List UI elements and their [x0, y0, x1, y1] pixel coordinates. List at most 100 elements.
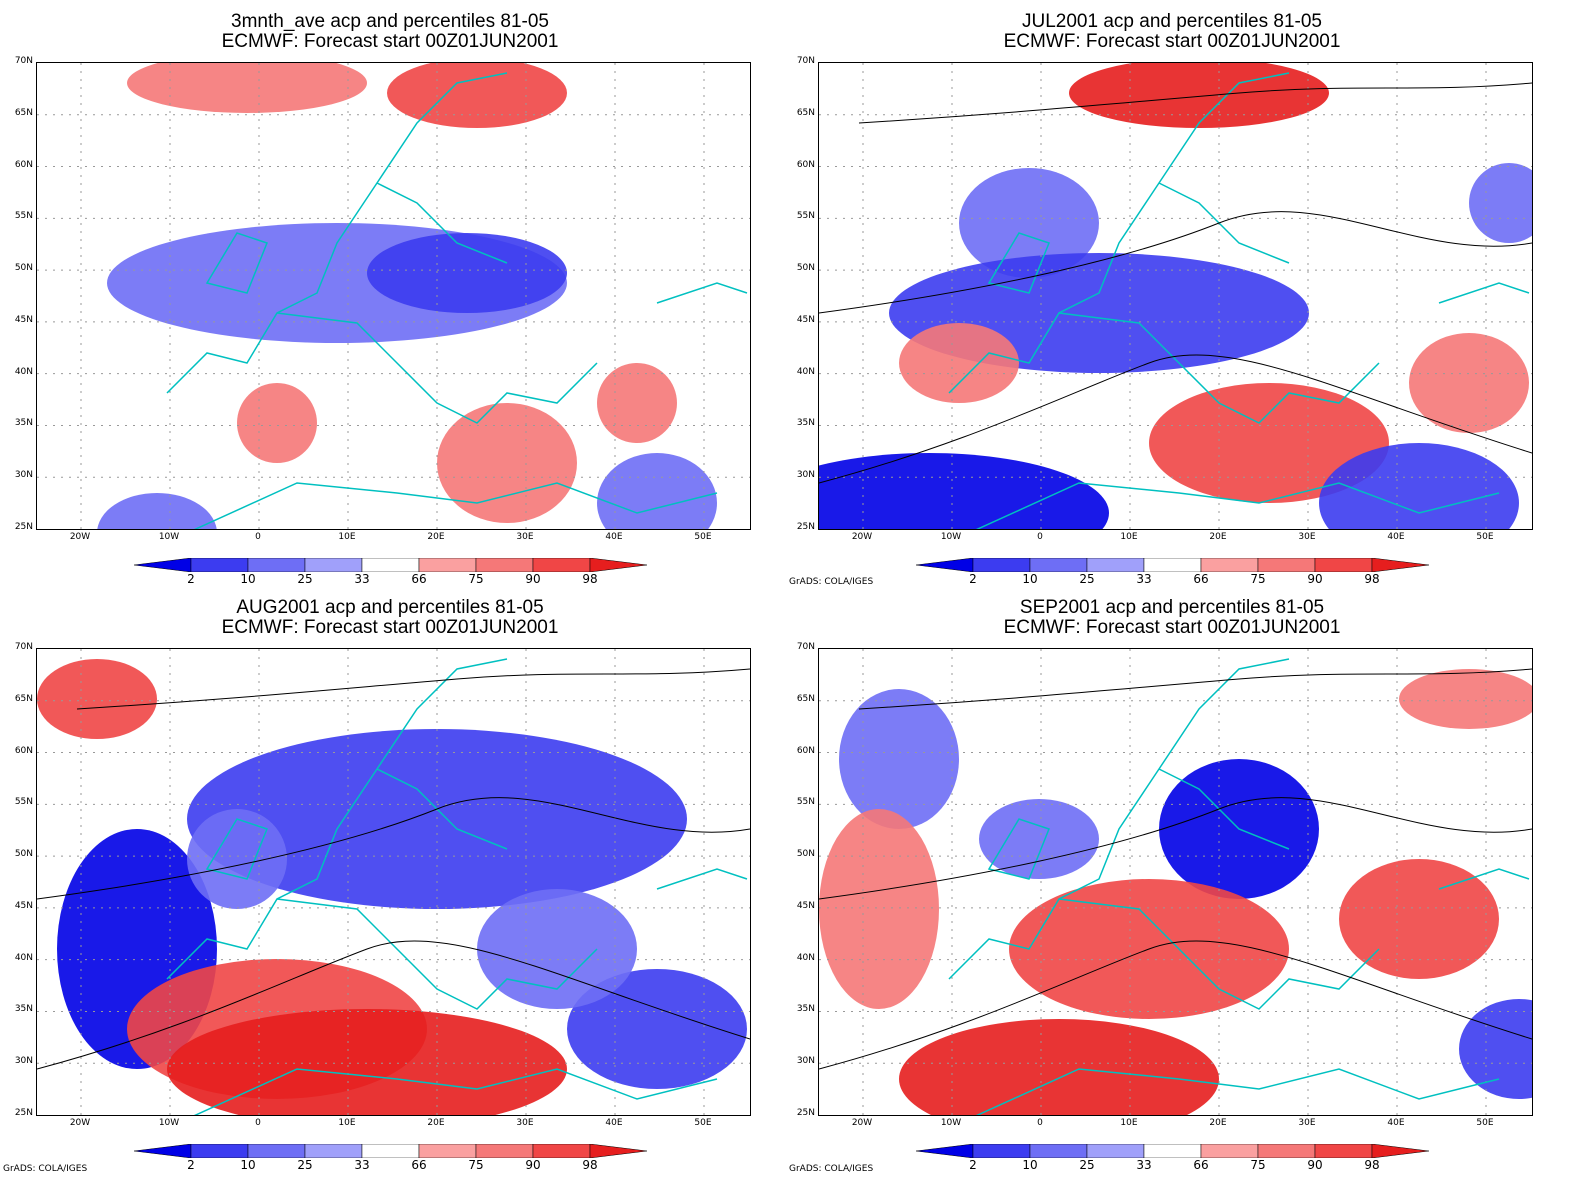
contour-line	[819, 668, 1532, 1070]
longitude-label: 20E	[1209, 1118, 1227, 1128]
precip-shading-patch	[367, 233, 567, 313]
colorbar-label: 90	[1307, 572, 1323, 586]
longitude-label: 10E	[338, 532, 356, 542]
longitude-label: 40E	[1387, 1118, 1405, 1128]
colorbar-segment	[418, 1144, 477, 1158]
latitude-label: 25N	[796, 1108, 815, 1118]
longitude-label: 30E	[516, 532, 534, 542]
colorbar-label: 2	[969, 1158, 977, 1172]
colorbar-segment	[1371, 1144, 1430, 1158]
latitude-label: 60N	[14, 745, 33, 756]
latitude-label: 65N	[14, 107, 33, 118]
colorbar-label: 10	[1022, 572, 1038, 586]
longitude-label: 40E	[1387, 532, 1405, 542]
latitude-label: 30N	[796, 1056, 815, 1067]
latitude-label: 55N	[14, 797, 33, 808]
longitude-label: 10E	[338, 1118, 356, 1128]
longitude-label: 30E	[1298, 532, 1316, 542]
latitude-label: 35N	[796, 1004, 815, 1015]
latitude-label: 45N	[796, 314, 815, 325]
colorbar-segment	[1086, 558, 1145, 572]
latitude-label: 65N	[796, 107, 815, 118]
latitude-label: 65N	[14, 693, 33, 704]
latitude-label: 55N	[796, 211, 815, 222]
colorbar-label: 2	[187, 572, 195, 586]
colorbar-label: 75	[1250, 572, 1266, 586]
longitude-label: 30E	[516, 1118, 534, 1128]
latitude-label: 70N	[14, 56, 33, 66]
colorbar-label: 33	[354, 1158, 370, 1172]
colorbar	[916, 1144, 1430, 1158]
colorbar-segment	[134, 558, 192, 572]
longitude-label: 20W	[851, 532, 873, 542]
colorbar-label: 66	[1193, 572, 1209, 586]
longitude-label: 10E	[1120, 1118, 1138, 1128]
shading	[819, 669, 1532, 1115]
latitude-label: 70N	[796, 642, 815, 652]
colorbar	[134, 558, 648, 572]
longitude-label: 20E	[427, 1118, 445, 1128]
panel-title-line2: ECMWF: Forecast start 00Z01JUN2001	[221, 31, 559, 52]
panel-3mnth: 3mnth_ave acp and percentiles 81-05 ECMW…	[0, 0, 780, 600]
precip-shading-patch	[597, 363, 677, 443]
colorbar-segment	[589, 1144, 648, 1158]
precip-shading-patch	[1459, 999, 1532, 1099]
latitude-label: 55N	[796, 797, 815, 808]
colorbar-segment	[475, 558, 534, 572]
precip-map	[818, 62, 1533, 530]
colorbar-label: 10	[240, 572, 256, 586]
colorbar-label: 90	[525, 1158, 541, 1172]
latitude-label: 40N	[796, 366, 815, 377]
longitude-label: 50E	[694, 532, 712, 542]
longitude-label: 50E	[694, 1118, 712, 1128]
colorbar-segment	[475, 1144, 534, 1158]
colorbar-segment	[1086, 1144, 1145, 1158]
precip-shading-patch	[1319, 443, 1519, 529]
longitude-label: 20W	[851, 1118, 873, 1128]
latitude-label: 30N	[796, 470, 815, 481]
latitude-label: 45N	[796, 900, 815, 911]
colorbar-segment	[916, 558, 974, 572]
colorbar-segment	[1029, 1144, 1088, 1158]
precip-shading-patch	[1069, 63, 1329, 128]
precip-shading-patch	[387, 63, 567, 128]
precip-shading-patch	[167, 1009, 567, 1115]
longitude-label: 0	[255, 1118, 261, 1128]
colorbar-segment	[418, 558, 477, 572]
contour-line	[37, 668, 750, 1070]
latitude-label: 40N	[14, 952, 33, 963]
longitude-label: 10W	[158, 532, 180, 542]
longitude-label: 0	[1037, 1118, 1043, 1128]
credit-text: GrADS: COLA/IGES	[789, 577, 874, 587]
longitude-label: 0	[255, 532, 261, 542]
colorbar-segment	[1200, 558, 1259, 572]
colorbar-segment	[589, 558, 648, 572]
colorbar-label: 98	[582, 1158, 598, 1172]
credit-text: GrADS: COLA/IGES	[3, 1164, 88, 1174]
precip-shading-patch	[477, 889, 637, 1009]
colorbar-segment	[1200, 1144, 1259, 1158]
precip-shading-patch	[567, 969, 747, 1089]
latitude-label: 70N	[14, 642, 33, 652]
coastline	[166, 72, 748, 529]
latitude-label: 30N	[14, 1056, 33, 1067]
latitude-label: 60N	[14, 159, 33, 170]
colorbar-segment	[361, 1144, 420, 1158]
precip-map	[818, 648, 1533, 1116]
colorbar-label: 10	[1022, 1158, 1038, 1172]
colorbar-segment	[1314, 1144, 1373, 1158]
shading	[37, 659, 747, 1115]
precip-shading-patch	[899, 323, 1019, 403]
colorbar-label: 75	[1250, 1158, 1266, 1172]
colorbar	[916, 558, 1430, 572]
colorbar-label: 33	[354, 572, 370, 586]
precip-shading-patch	[1399, 669, 1532, 729]
precip-shading-patch	[839, 689, 959, 829]
colorbar-label: 98	[1364, 572, 1380, 586]
panel-title-line1: SEP2001 acp and percentiles 81-05	[1019, 597, 1325, 618]
precip-shading-patch	[97, 493, 217, 529]
colorbar-label: 2	[187, 1158, 195, 1172]
colorbar-segment	[134, 1144, 192, 1158]
panel-title-line2: ECMWF: Forecast start 00Z01JUN2001	[1003, 617, 1341, 638]
colorbar-label: 25	[297, 1158, 313, 1172]
